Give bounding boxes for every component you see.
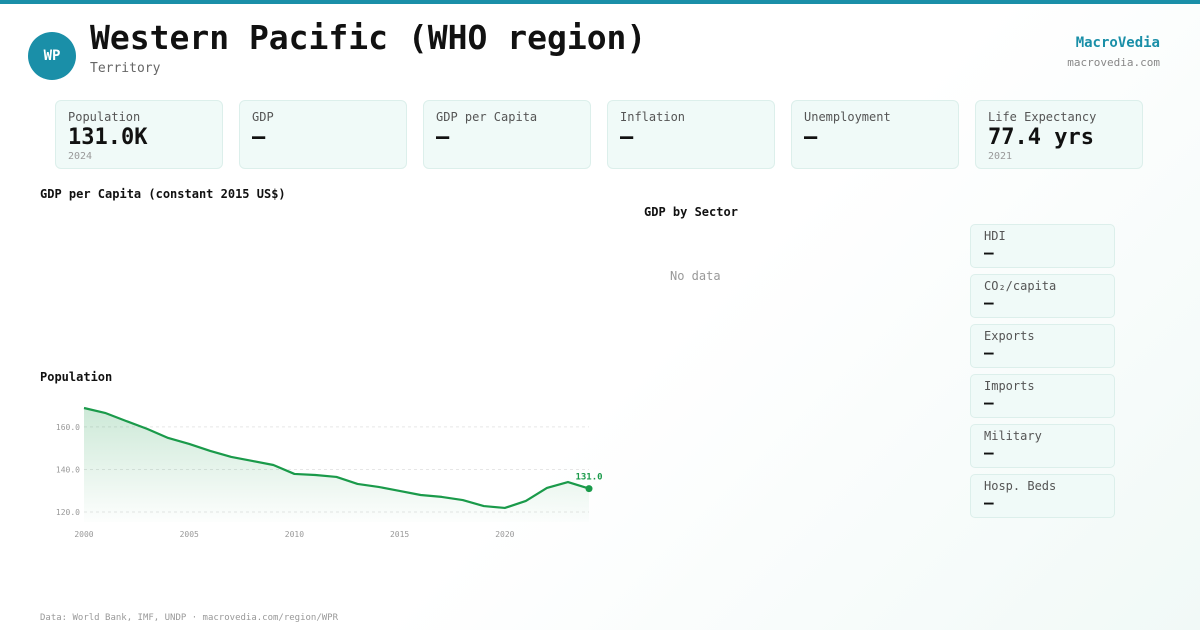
footer: Data: World Bank, IMF, UNDP · macrovedia… <box>40 613 339 623</box>
stat-card: GDP per Capita — <box>423 100 591 169</box>
metric-label: HDI <box>984 229 1006 243</box>
gdp-chart-title: GDP per Capita (constant 2015 US$) <box>40 187 286 201</box>
stat-note: 2024 <box>68 151 93 162</box>
metric-value: — <box>984 343 994 362</box>
metric-value: — <box>984 243 994 262</box>
no-data: No data <box>670 269 721 283</box>
stat-label: Unemployment <box>804 110 891 124</box>
metric-card: Military — <box>970 424 1115 468</box>
metric-label: Exports <box>984 329 1035 343</box>
metric-value: — <box>984 293 994 312</box>
stat-card: Life Expectancy 77.4 yrs 2021 <box>975 100 1143 169</box>
stat-card: Population 131.0K 2024 <box>55 100 223 169</box>
stat-label: Population <box>68 110 141 124</box>
value-label: 131.0 <box>575 473 602 483</box>
top-bar <box>0 0 1200 4</box>
metric-card: Hosp. Beds — <box>970 474 1115 518</box>
stat-label: GDP <box>252 110 274 124</box>
metric-card: Exports — <box>970 324 1115 368</box>
area <box>84 408 589 522</box>
stat-value: 131.0K <box>68 125 148 150</box>
line <box>83 406 590 510</box>
metric-label: Hosp. Beds <box>984 479 1057 493</box>
metric-value: — <box>984 443 994 462</box>
badge: WP <box>28 32 76 80</box>
metric-label: CO₂/capita <box>984 279 1057 293</box>
stat-value: 77.4 yrs <box>988 125 1094 150</box>
y-tick-label: 140.0 <box>56 465 80 474</box>
metric-card: Imports — <box>970 374 1115 418</box>
metric-value: — <box>984 493 994 512</box>
stat-value: — <box>620 125 634 150</box>
stat-label: Inflation <box>620 110 686 124</box>
stat-value: — <box>804 125 818 150</box>
x-tick-label: 2010 <box>285 530 304 539</box>
brand[interactable]: MacroVedia <box>1075 35 1160 51</box>
site[interactable]: macrovedia.com <box>1067 56 1160 69</box>
stat-value: — <box>252 125 266 150</box>
stat-card: Unemployment — <box>791 100 959 169</box>
stat-label: Life Expectancy <box>988 110 1097 124</box>
stat-card: Inflation — <box>607 100 775 169</box>
stat-note: 2021 <box>988 151 1013 162</box>
subtitle: Territory <box>90 61 161 76</box>
stat-card: GDP — <box>239 100 407 169</box>
metric-label: Military <box>984 429 1042 443</box>
population-chart-title: Population <box>40 370 113 384</box>
y-tick-label: 120.0 <box>56 508 80 517</box>
stat-value: — <box>436 125 450 150</box>
x-tick-label: 2015 <box>390 530 409 539</box>
x-tick-label: 2000 <box>74 530 93 539</box>
sector-chart-title: GDP by Sector <box>644 205 738 219</box>
x-tick-label: 2005 <box>180 530 199 539</box>
stat-label: GDP per Capita <box>436 110 538 124</box>
metric-label: Imports <box>984 379 1035 393</box>
metric-value: — <box>984 393 994 412</box>
metric-card: HDI — <box>970 224 1115 268</box>
y-tick-label: 160.0 <box>56 423 80 432</box>
metric-card: CO₂/capita — <box>970 274 1115 318</box>
end-point <box>585 485 593 493</box>
title: Western Pacific (WHO region) <box>90 18 647 57</box>
x-tick-label: 2020 <box>495 530 514 539</box>
